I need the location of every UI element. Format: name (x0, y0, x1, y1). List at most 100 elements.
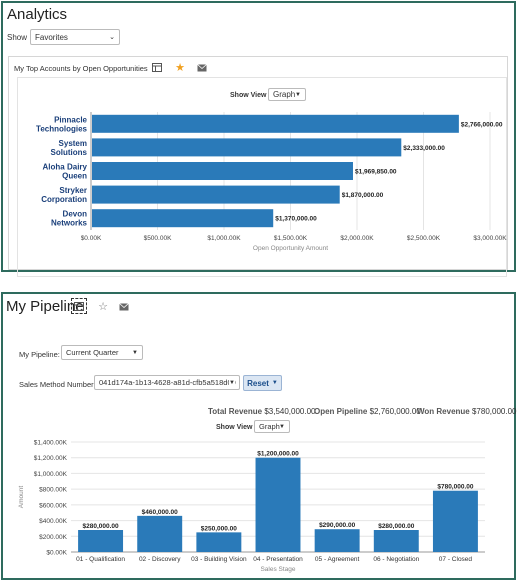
bar (92, 185, 340, 204)
favorite-star-icon[interactable]: ☆ (98, 300, 108, 313)
analytics-title: Analytics (7, 6, 68, 23)
show-view-value: Graph (273, 90, 296, 99)
show-view-select[interactable]: Graph ▼ (254, 420, 290, 433)
total-revenue-value: $3,540,000.00 (264, 407, 316, 416)
category-label: Stryker (59, 186, 87, 195)
x-tick-label: $2,000.00K (340, 235, 374, 242)
email-icon[interactable] (118, 301, 130, 312)
show-select[interactable]: Favorites ⌄ (30, 29, 120, 45)
x-tick-label: 04 - Presentation (253, 556, 303, 563)
x-tick-label: $2,500.00K (407, 235, 441, 242)
my-pipeline-select[interactable]: Current Quarter ▼ (61, 345, 143, 360)
caret-down-icon: ▼ (271, 380, 278, 386)
bar (196, 532, 242, 552)
bar (92, 162, 353, 180)
analytics-panel: Analytics Show Favorites ⌄ My Top Accoun… (1, 1, 516, 277)
bar (314, 529, 360, 552)
x-tick-label: 02 - Discovery (139, 556, 181, 563)
open-pipeline-value: $2,760,000.00 (369, 407, 421, 416)
bar (137, 515, 183, 552)
chart-container: Show View Graph ▼ $0.00K $500.00K $1,000.0… (17, 77, 507, 277)
bar (373, 530, 419, 552)
bar (78, 530, 124, 552)
category-label: Corporation (41, 195, 87, 204)
table-view-icon[interactable] (151, 62, 163, 73)
category-label: Pinnacle (54, 115, 87, 124)
data-label: $460,000.00 (142, 509, 179, 516)
won-revenue-stat: Won Revenue $780,000.00 (417, 407, 516, 416)
caret-down-icon: ▼ (229, 379, 235, 386)
x-tick-label: 07 - Closed (439, 556, 473, 563)
caret-down-icon: ▼ (132, 349, 138, 356)
data-label: $1,870,000.00 (342, 192, 384, 199)
data-label: $280,000.00 (82, 523, 119, 530)
y-tick-label: $0.00K (46, 550, 67, 557)
show-select-value: Favorites (35, 32, 68, 42)
category-label: Queen (62, 172, 87, 181)
category-label: Technologies (36, 124, 88, 133)
card-title: My Top Accounts by Open Opportunities (14, 64, 148, 73)
bar (432, 490, 478, 552)
top-accounts-card: My Top Accounts by Open Opportunities ★ … (8, 56, 508, 277)
data-label: $1,200,000.00 (257, 451, 299, 458)
bar (92, 138, 402, 157)
open-pipeline-label: Open Pipeline (314, 407, 368, 416)
favorite-star-icon[interactable]: ★ (175, 61, 185, 74)
email-icon[interactable] (196, 62, 208, 73)
show-view-value: Graph (259, 422, 280, 431)
caret-down-icon: ▼ (295, 91, 301, 98)
data-label: $780,000.00 (437, 484, 474, 491)
category-label: Aloha Dairy (43, 163, 88, 172)
show-view-select[interactable]: Graph ▼ (268, 88, 306, 101)
reset-button[interactable]: Reset ▼ (243, 375, 282, 391)
show-label: Show (7, 33, 28, 42)
x-tick-label: $1,500.00K (274, 235, 308, 242)
data-label: $1,370,000.00 (275, 216, 317, 223)
total-revenue-label: Total Revenue (208, 407, 263, 416)
x-tick-label: $500.00K (144, 235, 172, 242)
x-tick-label: $0.00K (81, 235, 102, 242)
category-label: Devon (63, 210, 88, 219)
y-tick-label: $600.00K (39, 502, 67, 509)
won-revenue-label: Won Revenue (417, 407, 470, 416)
data-label: $290,000.00 (319, 522, 356, 529)
y-tick-label: $1,200.00K (34, 455, 68, 462)
x-tick-label: $3,000.00K (473, 235, 507, 242)
total-revenue-stat: Total Revenue $3,540,000.00 (208, 407, 316, 416)
data-label: $2,766,000.00 (461, 121, 503, 128)
x-axis-title: Sales Stage (260, 566, 295, 573)
my-pipeline-value: Current Quarter (66, 348, 119, 357)
category-label: Solutions (51, 148, 88, 157)
data-label: $250,000.00 (201, 525, 238, 532)
pipeline-panel: My Pipeline ☆ My Pipeline: Current Quart… (1, 292, 516, 580)
y-axis-title: Amount (18, 486, 25, 509)
chevron-down-icon: ⌄ (109, 34, 115, 41)
bar (92, 114, 459, 133)
data-label: $1,969,850.00 (355, 169, 397, 176)
pipeline-chart: $0.00K $200.00K $400.00K $600.00K $800.00K $1… (18, 440, 485, 573)
sales-method-label: Sales Method Number (19, 380, 94, 389)
x-tick-label: 05 - Agreement (315, 556, 360, 563)
data-label: $2,333,000.00 (403, 145, 445, 152)
x-tick-label: 06 - Negotiation (373, 556, 419, 563)
bar (255, 457, 301, 552)
data-label: $280,000.00 (378, 523, 415, 530)
pipeline-title: My Pipeline (6, 298, 84, 315)
top-accounts-chart: $0.00K $500.00K $1,000.00K $1,500.00K $2,000… (36, 112, 507, 252)
sales-method-select[interactable]: 041d174a-1b13-4628-a81d-cfb5a518d09 ▼ (94, 375, 240, 390)
y-tick-label: $400.00K (39, 518, 67, 525)
open-pipeline-stat: Open Pipeline $2,760,000.00 (314, 407, 421, 416)
show-view-label: Show View (216, 424, 253, 431)
x-tick-label: 01 - Qualification (76, 556, 125, 563)
caret-down-icon: ▼ (279, 423, 285, 430)
y-tick-label: $1,400.00K (34, 440, 68, 447)
reset-label: Reset (247, 378, 269, 388)
table-view-icon[interactable] (71, 298, 87, 314)
category-label: System (59, 139, 87, 148)
bar (92, 209, 274, 228)
x-axis-title: Open Opportunity Amount (253, 245, 328, 252)
my-pipeline-label: My Pipeline: (19, 350, 60, 359)
y-tick-label: $200.00K (39, 534, 67, 541)
category-label: Networks (51, 219, 88, 228)
x-tick-label: $1,000.00K (207, 235, 241, 242)
